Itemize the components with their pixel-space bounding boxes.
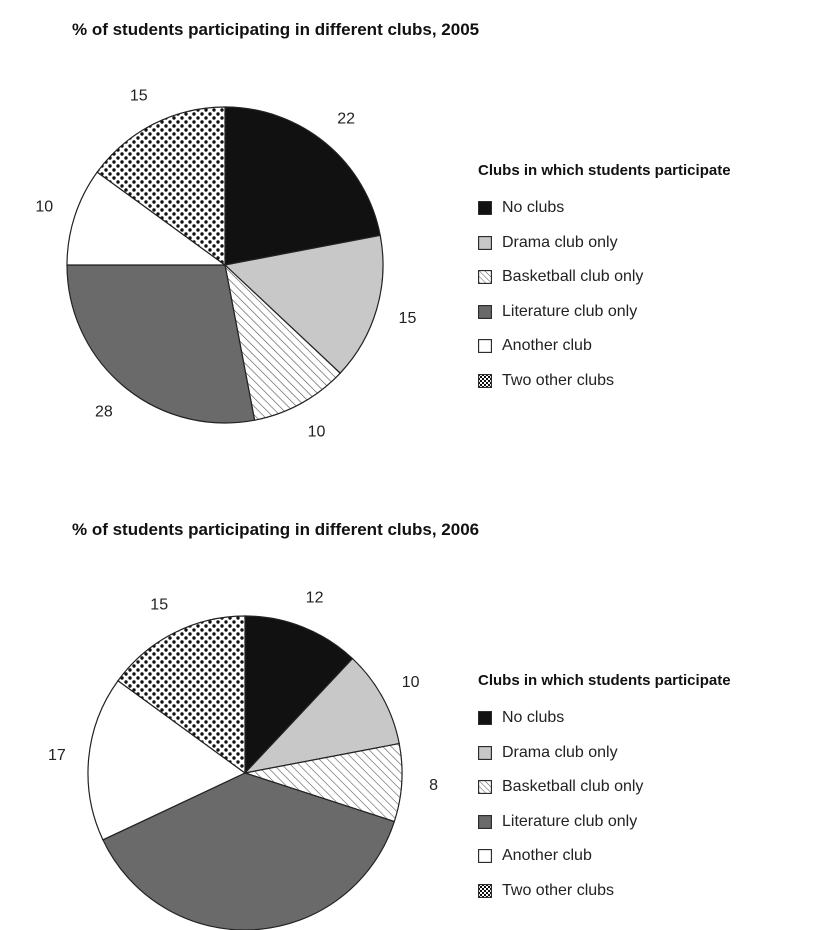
pie-slice-another-2006 bbox=[87, 679, 247, 841]
legend-swatch-literature bbox=[478, 304, 492, 319]
legend-swatch-drama bbox=[478, 235, 492, 250]
legend-swatch-no-clubs bbox=[478, 711, 492, 726]
legend-item-no-clubs: No clubs bbox=[478, 701, 731, 736]
legend-label: Basketball club only bbox=[502, 778, 644, 796]
legend-label: Two other clubs bbox=[502, 371, 615, 389]
legend-item-another: Another club bbox=[478, 839, 731, 874]
legend-list-2006: No clubs Drama club only Basketball club o… bbox=[478, 701, 731, 908]
legend-swatch-basketball bbox=[478, 780, 492, 795]
pie-slice-two-other-2005 bbox=[96, 106, 226, 267]
legend-swatch-another bbox=[478, 339, 492, 354]
legend-label: Another club bbox=[502, 337, 592, 355]
legend-2006: Clubs in which students participate No c… bbox=[478, 672, 731, 908]
pie-slice-two-other-2006 bbox=[117, 615, 246, 775]
pie-slice-drama-2005 bbox=[223, 234, 384, 375]
legend-item-literature: Literature club only bbox=[478, 805, 731, 840]
pie-slice-basketball-2005 bbox=[224, 263, 342, 421]
slice-label-literature-2005: 28 bbox=[95, 403, 113, 420]
pie-slice-no-clubs-2005 bbox=[224, 106, 381, 266]
legend-label: Another club bbox=[502, 847, 592, 865]
slice-label-drama-2006: 10 bbox=[402, 674, 420, 691]
slice-label-no-clubs-2005: 22 bbox=[337, 111, 355, 128]
legend-label: Literature club only bbox=[502, 812, 638, 830]
slice-label-two-other-2006: 15 bbox=[150, 597, 168, 614]
legend-swatch-no-clubs bbox=[478, 201, 492, 216]
legend-label: Drama club only bbox=[502, 233, 618, 251]
chart-title-2005: % of students participating in different… bbox=[72, 20, 480, 39]
legend-swatch-drama bbox=[478, 745, 492, 760]
slice-label-another-2006: 17 bbox=[48, 747, 66, 764]
legend-item-two-other: Two other clubs bbox=[478, 364, 731, 399]
legend-title-2005: Clubs in which students participate bbox=[478, 162, 731, 179]
legend-2005: Clubs in which students participate No c… bbox=[478, 162, 731, 398]
pie-chart-2005: % of students participating in different… bbox=[35, 20, 731, 441]
legend-title-2006: Clubs in which students participate bbox=[478, 672, 731, 689]
legend-label: No clubs bbox=[502, 199, 565, 217]
pie-slice-no-clubs-2006 bbox=[244, 615, 354, 775]
legend-swatch-two-other bbox=[478, 373, 492, 388]
slice-label-basketball-2005: 10 bbox=[308, 424, 326, 441]
legend-swatch-two-other bbox=[478, 883, 492, 898]
legend-item-another: Another club bbox=[478, 329, 731, 364]
legend-item-no-clubs: No clubs bbox=[478, 191, 731, 226]
legend-swatch-another bbox=[478, 849, 492, 864]
legend-item-literature: Literature club only bbox=[478, 295, 731, 330]
legend-label: Two other clubs bbox=[502, 881, 615, 899]
slice-label-another-2005: 10 bbox=[35, 198, 53, 215]
legend-item-basketball: Basketball club only bbox=[478, 260, 731, 295]
pie-slice-literature-2005 bbox=[66, 264, 256, 424]
pie-chart-2006: % of students participating in different… bbox=[0, 500, 824, 930]
legend-item-basketball: Basketball club only bbox=[478, 770, 731, 805]
slice-label-two-other-2005: 15 bbox=[130, 88, 148, 105]
pie-slice-drama-2006 bbox=[243, 657, 400, 774]
pie-slice-another-2005 bbox=[66, 171, 227, 266]
legend-swatch-literature bbox=[478, 814, 492, 829]
pie-2005-svg: 22 15 10 28 10 15 bbox=[35, 88, 417, 441]
legend-item-two-other: Two other clubs bbox=[478, 874, 731, 909]
legend-label: Drama club only bbox=[502, 743, 618, 761]
legend-label: Literature club only bbox=[502, 302, 638, 320]
legend-swatch-basketball bbox=[478, 270, 492, 285]
slice-label-basketball-2006: 8 bbox=[429, 777, 438, 794]
legend-label: No clubs bbox=[502, 709, 565, 727]
legend-item-drama: Drama club only bbox=[478, 226, 731, 261]
legend-item-drama: Drama club only bbox=[478, 736, 731, 771]
slice-label-drama-2005: 15 bbox=[399, 310, 417, 327]
pie-2006-svg: 12 10 8 17 15 bbox=[48, 589, 438, 930]
chart-title-2006: % of students participating in different… bbox=[72, 520, 480, 539]
legend-list-2005: No clubs Drama club only Basketball club o… bbox=[478, 191, 731, 398]
slice-label-no-clubs-2006: 12 bbox=[306, 589, 324, 606]
legend-label: Basketball club only bbox=[502, 268, 644, 286]
